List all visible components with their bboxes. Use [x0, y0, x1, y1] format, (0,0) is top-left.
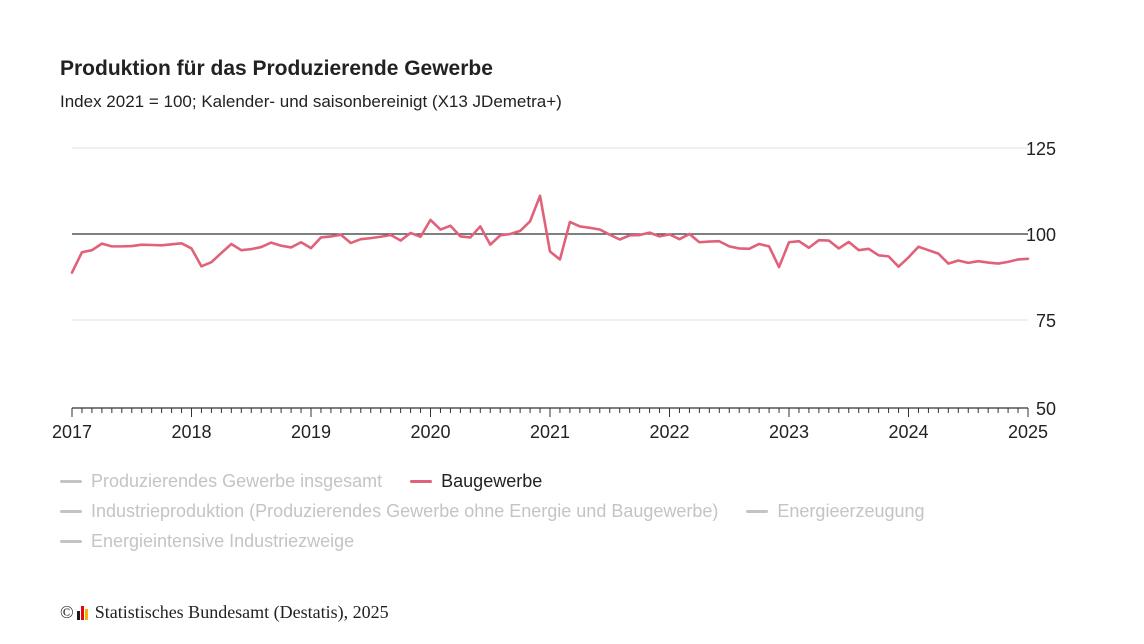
legend-swatch	[746, 509, 769, 513]
x-tick-label-2024: 2024	[888, 422, 928, 442]
x-tick-label-2018: 2018	[171, 422, 211, 442]
legend-swatch	[60, 539, 82, 543]
x-tick-label-2017: 2017	[52, 422, 92, 442]
legend-label: Energieintensive Industriezweige	[91, 530, 355, 551]
logo-bar-icon	[84, 608, 88, 620]
x-tick-label-2019: 2019	[291, 422, 331, 442]
legend-label: Produzierendes Gewerbe insgesamt	[91, 470, 383, 491]
legend-swatch	[60, 479, 82, 483]
line-chart: 125 100 75 50 2017 2018 2019 2020 2021 2022 2023 20…	[52, 139, 1056, 442]
series-line-baugewerbe	[70, 194, 1030, 274]
y-tick-label-75: 75	[1036, 311, 1056, 331]
footer: © Statistisches Bundesamt (Destatis), 20…	[60, 602, 389, 623]
legend-row-1: Produzierendes Gewerbe insgesamt Baugewe…	[60, 466, 1120, 496]
destatis-logo-icon	[76, 605, 89, 620]
x-tick-label-2025: 2025	[1008, 422, 1048, 442]
logo-bar-icon	[80, 605, 84, 620]
x-tick-label-2020: 2020	[410, 422, 450, 442]
legend-row-3: Energieintensive Industriezweige	[60, 526, 1120, 556]
legend-item-energieintensive[interactable]: Energieintensive Industriezweige	[60, 531, 354, 552]
chart-subtitle: Index 2021 = 100; Kalender- und saisonbe…	[60, 92, 562, 111]
legend-item-industrieproduktion[interactable]: Industrieproduktion (Produzierendes Gewe…	[60, 501, 718, 522]
legend-swatch	[410, 479, 433, 483]
source-text: Statistisches Bundesamt (Destatis), 2025	[94, 602, 389, 622]
y-tick-label-125: 125	[1026, 139, 1056, 159]
legend-swatch	[60, 509, 82, 513]
y-tick-label-50: 50	[1036, 399, 1056, 419]
legend-row-2: Industrieproduktion (Produzierendes Gewe…	[60, 496, 1120, 526]
x-tick-label-2023: 2023	[769, 422, 809, 442]
logo-bar-icon	[76, 610, 80, 620]
x-tick-label-2021: 2021	[530, 422, 570, 442]
copyright-symbol: ©	[60, 602, 74, 622]
legend-label: Baugewerbe	[441, 470, 543, 491]
chart-title: Produktion für das Produzierende Gewerbe	[60, 57, 493, 80]
legend-label: Industrieproduktion (Produzierendes Gewe…	[91, 500, 719, 521]
legend: Produzierendes Gewerbe insgesamt Baugewe…	[60, 466, 1120, 556]
legend-label: Energieerzeugung	[777, 500, 925, 521]
y-tick-label-100: 100	[1026, 225, 1056, 245]
legend-item-energieerzeugung[interactable]: Energieerzeugung	[746, 500, 925, 522]
legend-item-produzierendes-gewerbe[interactable]: Produzierendes Gewerbe insgesamt	[60, 471, 382, 492]
x-tick-label-2022: 2022	[649, 422, 689, 442]
legend-item-baugewerbe[interactable]: Baugewerbe	[410, 471, 542, 492]
